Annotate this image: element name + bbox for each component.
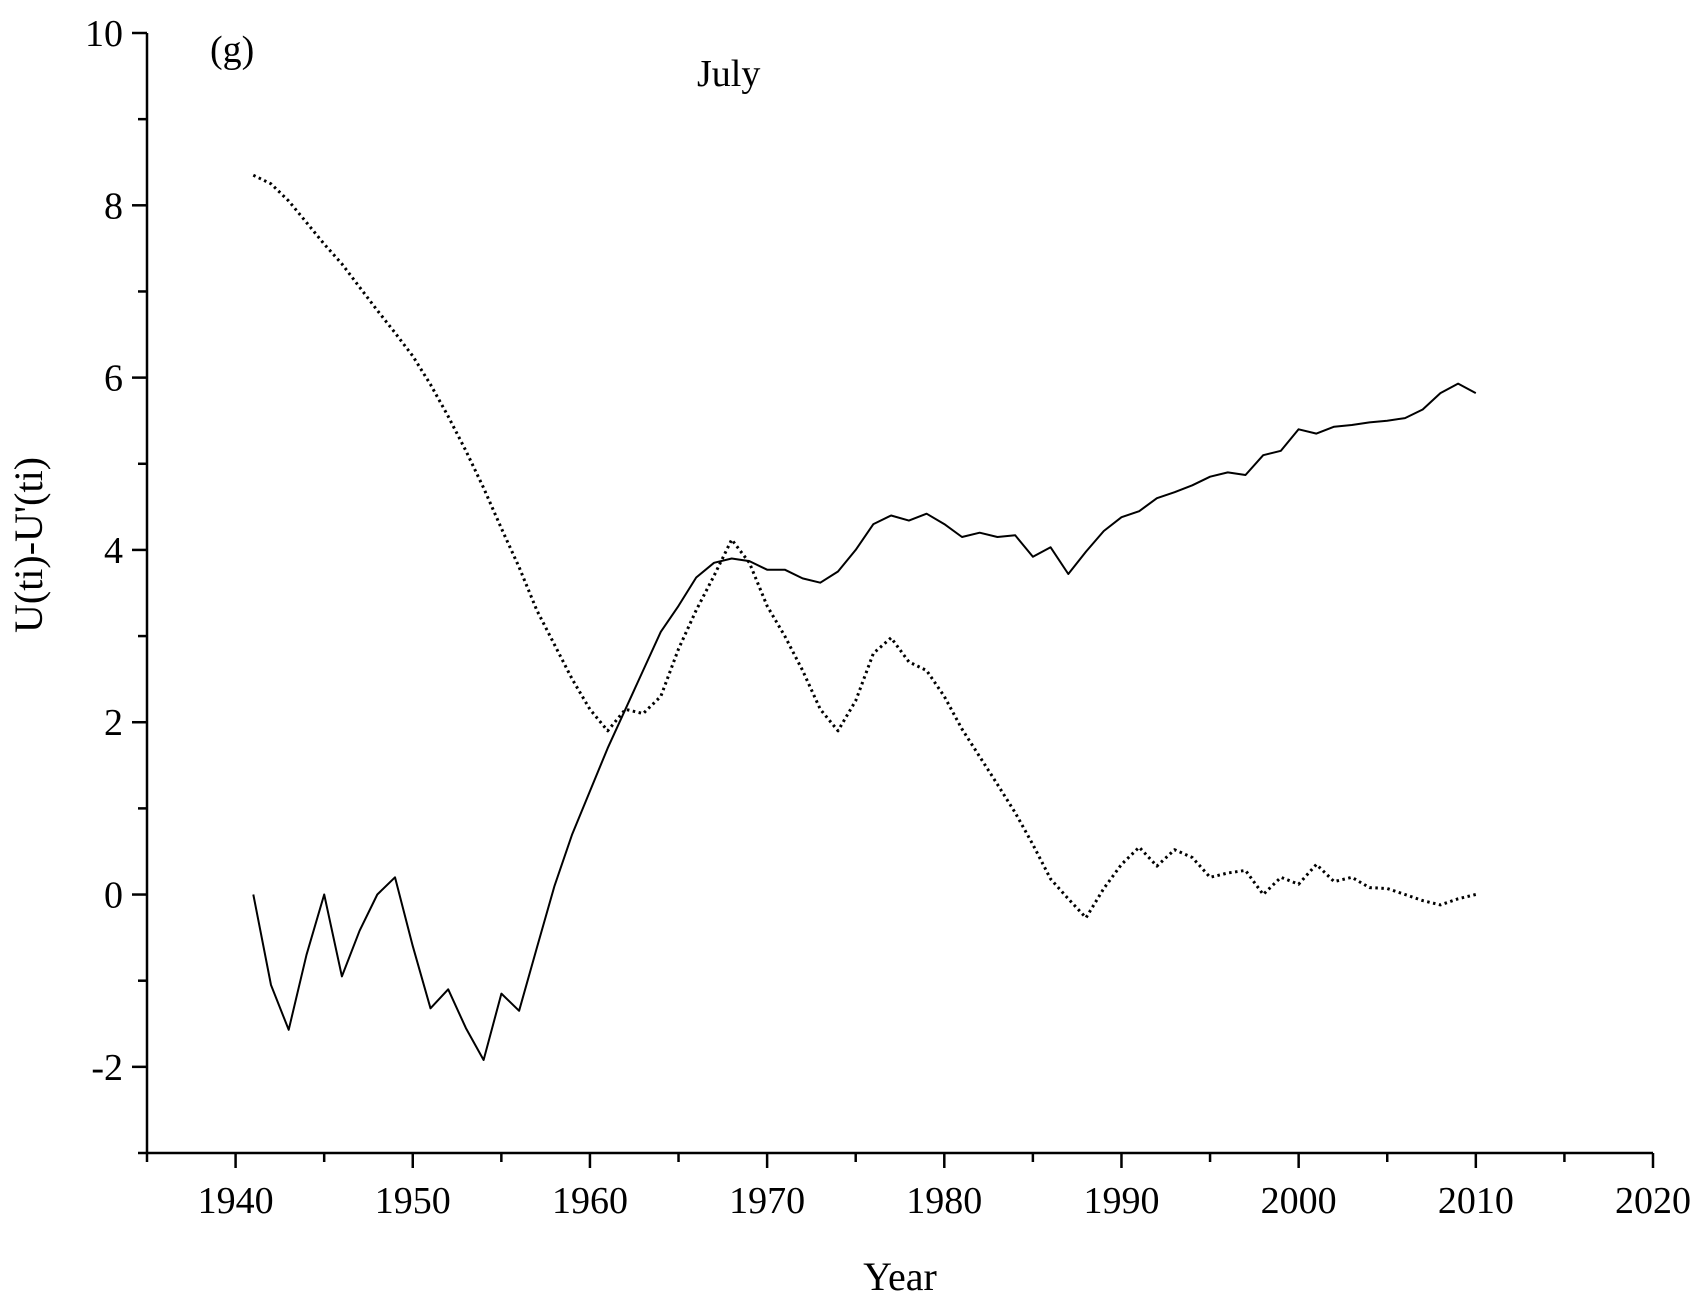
- y-tick-label: 2: [104, 702, 123, 744]
- series-line-dotted: [252, 173, 1477, 920]
- x-tick-label: 2010: [1438, 1180, 1514, 1222]
- x-tick-label: 2000: [1261, 1180, 1337, 1222]
- y-tick-label: 0: [104, 875, 123, 917]
- x-tick-label: 1980: [906, 1180, 982, 1222]
- x-axis-title: Year: [863, 1254, 937, 1298]
- y-tick-label: 8: [104, 185, 123, 227]
- x-tick-label: 1960: [552, 1180, 628, 1222]
- series-line-solid: [252, 382, 1477, 1061]
- y-tick-label: 10: [85, 13, 123, 55]
- ticks: -2 0 2 4 6 8 10 1940 1950 1960 1970 1980 1990 2000 201…: [85, 13, 1691, 1222]
- y-tick-label: -2: [91, 1047, 123, 1089]
- axes: [145, 33, 1653, 1155]
- series-layer: [252, 173, 1477, 1061]
- x-tick-label: 1990: [1083, 1180, 1159, 1222]
- chart-title: July: [697, 53, 760, 95]
- x-tick-label: 1940: [198, 1180, 274, 1222]
- x-tick-label: 1950: [375, 1180, 451, 1222]
- x-tick-label: 2020: [1615, 1180, 1691, 1222]
- x-tick-label: 1970: [729, 1180, 805, 1222]
- y-axis-title: U(ti)-U'(ti): [6, 457, 51, 633]
- y-tick-label: 4: [104, 530, 123, 572]
- panel-label: (g): [210, 29, 254, 71]
- y-tick-label: 6: [104, 358, 123, 400]
